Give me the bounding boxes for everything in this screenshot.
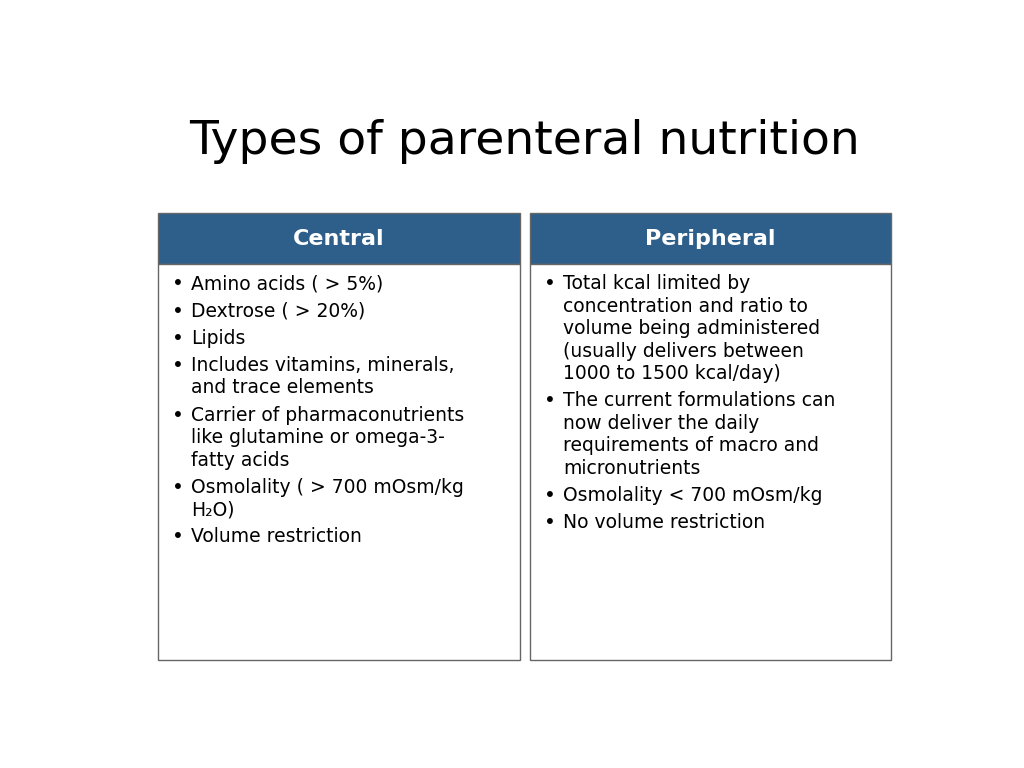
Text: micronutrients: micronutrients	[563, 458, 700, 478]
Text: The current formulations can: The current formulations can	[563, 392, 836, 410]
Text: •: •	[172, 274, 184, 293]
Text: volume being administered: volume being administered	[563, 319, 820, 338]
FancyBboxPatch shape	[529, 214, 892, 263]
Text: •: •	[172, 329, 184, 348]
Text: Dextrose ( > 20%): Dextrose ( > 20%)	[191, 302, 366, 320]
Text: requirements of macro and: requirements of macro and	[563, 436, 819, 455]
Text: fatty acids: fatty acids	[191, 451, 290, 469]
Text: Types of parenteral nutrition: Types of parenteral nutrition	[189, 119, 860, 164]
Text: •: •	[172, 406, 184, 425]
Text: •: •	[172, 478, 184, 497]
Text: 1000 to 1500 kcal/day): 1000 to 1500 kcal/day)	[563, 364, 780, 383]
Text: and trace elements: and trace elements	[191, 379, 375, 397]
FancyBboxPatch shape	[529, 263, 892, 660]
Text: Osmolality < 700 mOsm/kg: Osmolality < 700 mOsm/kg	[563, 486, 822, 505]
Text: Osmolality ( > 700 mOsm/kg: Osmolality ( > 700 mOsm/kg	[191, 478, 464, 497]
FancyBboxPatch shape	[158, 214, 520, 263]
Text: •: •	[172, 302, 184, 320]
Text: Central: Central	[293, 229, 385, 249]
Text: Includes vitamins, minerals,: Includes vitamins, minerals,	[191, 356, 455, 375]
Text: (usually delivers between: (usually delivers between	[563, 342, 804, 361]
Text: concentration and ratio to: concentration and ratio to	[563, 296, 808, 316]
Text: •: •	[172, 528, 184, 546]
Text: Peripheral: Peripheral	[645, 229, 776, 249]
Text: •: •	[544, 392, 556, 410]
Text: Lipids: Lipids	[191, 329, 246, 348]
Text: No volume restriction: No volume restriction	[563, 513, 765, 532]
Text: •: •	[544, 513, 556, 532]
Text: •: •	[172, 356, 184, 375]
Text: Amino acids ( > 5%): Amino acids ( > 5%)	[191, 274, 384, 293]
Text: Carrier of pharmaconutrients: Carrier of pharmaconutrients	[191, 406, 465, 425]
Text: now deliver the daily: now deliver the daily	[563, 414, 759, 433]
Text: •: •	[544, 274, 556, 293]
Text: Total kcal limited by: Total kcal limited by	[563, 274, 751, 293]
FancyBboxPatch shape	[158, 263, 520, 660]
Text: H₂O): H₂O)	[191, 500, 234, 519]
Text: like glutamine or omega-3-: like glutamine or omega-3-	[191, 428, 445, 447]
Text: Volume restriction: Volume restriction	[191, 528, 362, 546]
Text: •: •	[544, 486, 556, 505]
